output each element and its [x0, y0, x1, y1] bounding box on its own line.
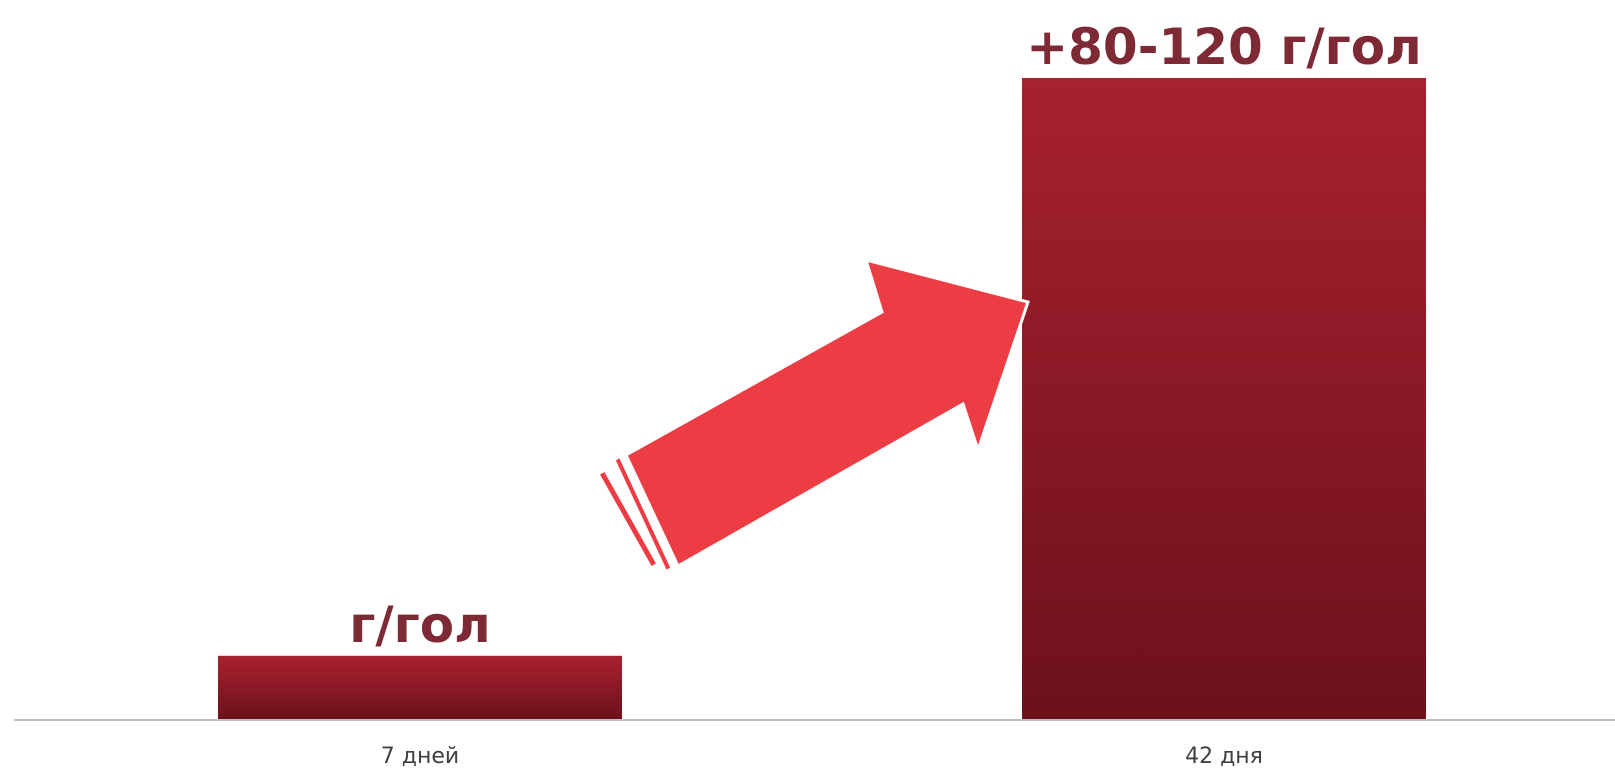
- arrow-body: [624, 257, 1030, 569]
- x-tick-label-1: 42 дня: [1185, 744, 1263, 769]
- x-tick-label-0: 7 дней: [381, 744, 459, 769]
- bars-group: [218, 78, 1426, 720]
- data-label-0: г/гол: [349, 596, 490, 654]
- bar-1: [1022, 78, 1426, 720]
- arrow-stripe-2: [595, 467, 661, 571]
- data-label-1: +80-120 г/гол: [1026, 18, 1421, 76]
- arrow-stripe-1: [612, 453, 674, 575]
- bar-0: [218, 655, 622, 720]
- growth-arrow: [595, 257, 1030, 575]
- labels-group: г/гол 7 дней +80-120 г/гол 42 дня: [349, 18, 1421, 769]
